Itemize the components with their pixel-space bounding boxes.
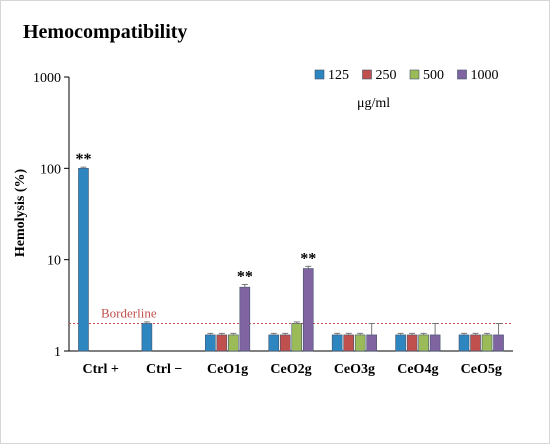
legend-swatch (457, 69, 467, 80)
legend-swatch (362, 69, 372, 80)
bar (205, 334, 216, 352)
bar (291, 323, 303, 352)
bar (228, 334, 239, 352)
x-tick-label: Ctrl + (83, 362, 119, 377)
legend-unit-label: μg/ml (357, 96, 390, 111)
bar (279, 334, 291, 352)
legend-swatch (409, 69, 420, 80)
plot-area: 1 10 100 1000 Borderline Ctrl + Ctrl − CeO1g CeO… (33, 71, 513, 377)
y-tick-label: 1000 (33, 71, 61, 86)
x-tick-label: Ctrl − (146, 362, 182, 377)
bar (366, 334, 377, 352)
bar (239, 286, 251, 352)
bar (493, 334, 504, 352)
bar (343, 334, 354, 352)
legend-entry-label: 125 (328, 68, 349, 83)
y-tick-label: 10 (47, 254, 61, 269)
bar (216, 334, 228, 352)
x-tick-label: CeO1g (207, 362, 248, 377)
x-tick-label: CeO2g (270, 362, 311, 377)
bar (331, 334, 343, 352)
bar (302, 268, 314, 352)
bar (418, 334, 429, 352)
y-tick-label: 100 (40, 162, 61, 177)
bar (268, 334, 280, 352)
legend-entry-label: 250 (376, 68, 397, 83)
significance-annotation: ** (75, 151, 91, 168)
x-tick-label: CeO5g (461, 362, 502, 377)
legend-swatch (314, 69, 325, 80)
borderline-label: Borderline (101, 306, 157, 321)
significance-annotation: ** (300, 250, 316, 267)
legend-entry-label: 1000 (471, 68, 499, 83)
y-tick-label: 1 (54, 345, 61, 360)
x-tick-label: CeO4g (397, 362, 438, 377)
legend-entry-label: 500 (423, 68, 444, 83)
bar (406, 334, 418, 352)
bar (481, 334, 493, 352)
bar (458, 334, 470, 352)
bar (429, 334, 441, 352)
bar (78, 168, 89, 352)
bar (141, 323, 153, 352)
significance-annotation: ** (237, 268, 253, 285)
legend: μg/ml 125 250 500 1000 (314, 68, 499, 111)
bar (395, 334, 406, 352)
bar (354, 334, 366, 352)
chart-title: Hemocompatibility (23, 21, 187, 43)
bar (470, 334, 481, 352)
x-tick-label: CeO3g (334, 362, 375, 377)
y-axis-label: Hemolysis (%) (13, 169, 28, 258)
